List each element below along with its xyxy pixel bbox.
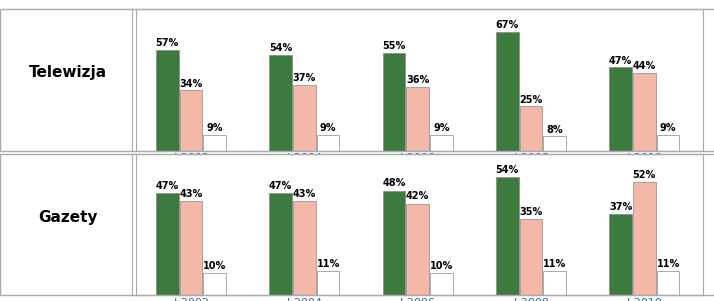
Text: 42%: 42% bbox=[406, 191, 429, 201]
Bar bbox=[203, 273, 226, 295]
Bar bbox=[180, 201, 202, 295]
Text: 48%: 48% bbox=[382, 178, 406, 188]
Text: 10%: 10% bbox=[203, 261, 226, 271]
Bar bbox=[317, 135, 339, 150]
Text: 52%: 52% bbox=[633, 170, 656, 180]
Text: 9%: 9% bbox=[433, 123, 450, 133]
Bar bbox=[406, 203, 429, 295]
Text: 11%: 11% bbox=[316, 259, 340, 269]
Text: 9%: 9% bbox=[320, 123, 336, 133]
Text: 37%: 37% bbox=[609, 202, 632, 212]
Text: 9%: 9% bbox=[206, 123, 223, 133]
Bar bbox=[543, 136, 566, 150]
Text: 67%: 67% bbox=[496, 20, 519, 30]
Bar bbox=[430, 135, 453, 150]
Bar bbox=[156, 50, 178, 150]
Text: Gazety: Gazety bbox=[38, 210, 98, 225]
Bar bbox=[633, 73, 655, 150]
Text: 44%: 44% bbox=[633, 61, 656, 71]
Bar bbox=[203, 135, 226, 150]
Text: 47%: 47% bbox=[156, 181, 178, 191]
Bar bbox=[657, 135, 680, 150]
Bar bbox=[293, 201, 316, 295]
Bar bbox=[269, 55, 292, 150]
Bar bbox=[609, 214, 632, 295]
Bar bbox=[609, 67, 632, 150]
Text: 47%: 47% bbox=[269, 181, 292, 191]
Bar bbox=[180, 90, 202, 150]
Text: 43%: 43% bbox=[293, 189, 316, 199]
Bar bbox=[520, 219, 543, 295]
Text: 43%: 43% bbox=[179, 189, 203, 199]
Text: 37%: 37% bbox=[293, 73, 316, 83]
Text: 8%: 8% bbox=[546, 125, 563, 135]
Bar bbox=[293, 85, 316, 150]
Text: 11%: 11% bbox=[657, 259, 680, 269]
Text: 25%: 25% bbox=[519, 95, 543, 104]
Bar bbox=[317, 271, 339, 295]
Bar bbox=[496, 32, 518, 150]
Bar bbox=[406, 87, 429, 150]
Bar bbox=[520, 106, 543, 150]
Text: 57%: 57% bbox=[156, 38, 178, 48]
Bar bbox=[543, 271, 566, 295]
Bar bbox=[430, 273, 453, 295]
Text: 11%: 11% bbox=[543, 259, 566, 269]
Text: 35%: 35% bbox=[519, 206, 543, 217]
Bar bbox=[383, 191, 406, 295]
Text: 55%: 55% bbox=[382, 42, 406, 51]
Text: 36%: 36% bbox=[406, 75, 429, 85]
Bar bbox=[657, 271, 680, 295]
Text: 9%: 9% bbox=[660, 123, 676, 133]
Text: 54%: 54% bbox=[269, 43, 292, 53]
Text: 54%: 54% bbox=[496, 165, 519, 175]
Bar bbox=[383, 53, 406, 150]
Bar bbox=[633, 182, 655, 295]
Text: 47%: 47% bbox=[609, 56, 632, 66]
Bar bbox=[156, 193, 178, 295]
Text: 34%: 34% bbox=[179, 79, 203, 88]
Bar bbox=[269, 193, 292, 295]
Bar bbox=[496, 178, 518, 295]
Text: 10%: 10% bbox=[430, 261, 453, 271]
Text: Telewizja: Telewizja bbox=[29, 65, 107, 80]
